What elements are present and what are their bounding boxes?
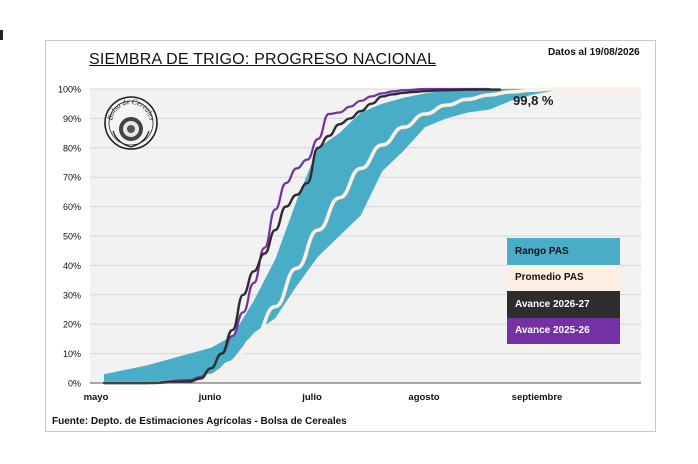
y-axis-ticks: 0% 10% 20% 30% 40% 50% 60% 70% 80% 90% 100% [58,85,81,389]
y-tick-label: 90% [63,114,81,124]
y-tick-label: 20% [63,320,81,330]
y-tick-label: 10% [63,349,81,359]
series-range-band [104,89,639,383]
legend-item-average: Promedio PAS [507,264,620,291]
y-tick-label: 50% [63,232,81,242]
series-average-line [102,87,641,385]
range-band-layer [104,89,639,383]
x-tick-label: mayo [84,392,109,403]
seal-icon: Bolsa de Cereales [104,96,158,150]
y-tick-label: 80% [63,143,81,153]
x-tick-label: julio [301,392,322,403]
x-axis-ticks: mayo junio julio agosto septiembre [84,392,563,403]
y-tick-label: 60% [63,202,81,212]
legend-item-previous-season: Avance 2025-26 [507,317,620,344]
date-note: Datos al 19/08/2026 [548,47,640,58]
x-tick-label: junio [198,392,222,403]
chart-title: SIEMBRA DE TRIGO: PROGRESO NACIONAL [89,51,437,68]
corner-mark [0,30,3,40]
series-current-season-line [102,88,502,385]
y-tick-label: 0% [68,379,81,389]
x-tick-label: agosto [408,392,439,403]
legend-item-current-season: Avance 2026-27 [507,291,620,318]
y-tick-label: 70% [63,173,81,183]
y-tick-label: 30% [63,290,81,300]
y-tick-label: 100% [58,85,81,95]
source-note: Fuente: Depto. de Estimaciones Agrícolas… [52,416,347,427]
bolsa-de-cereales-logo: Bolsa de Cereales [103,95,159,151]
series-lines-layer [102,87,641,385]
y-tick-label: 40% [63,261,81,271]
x-tick-label: septiembre [512,392,563,403]
legend-item-range: Rango PAS [507,238,620,265]
chart-legend: Rango PAS Promedio PAS Avance 2026-27 Av… [507,238,620,344]
final-value-annotation: 99,8 % [513,93,554,108]
